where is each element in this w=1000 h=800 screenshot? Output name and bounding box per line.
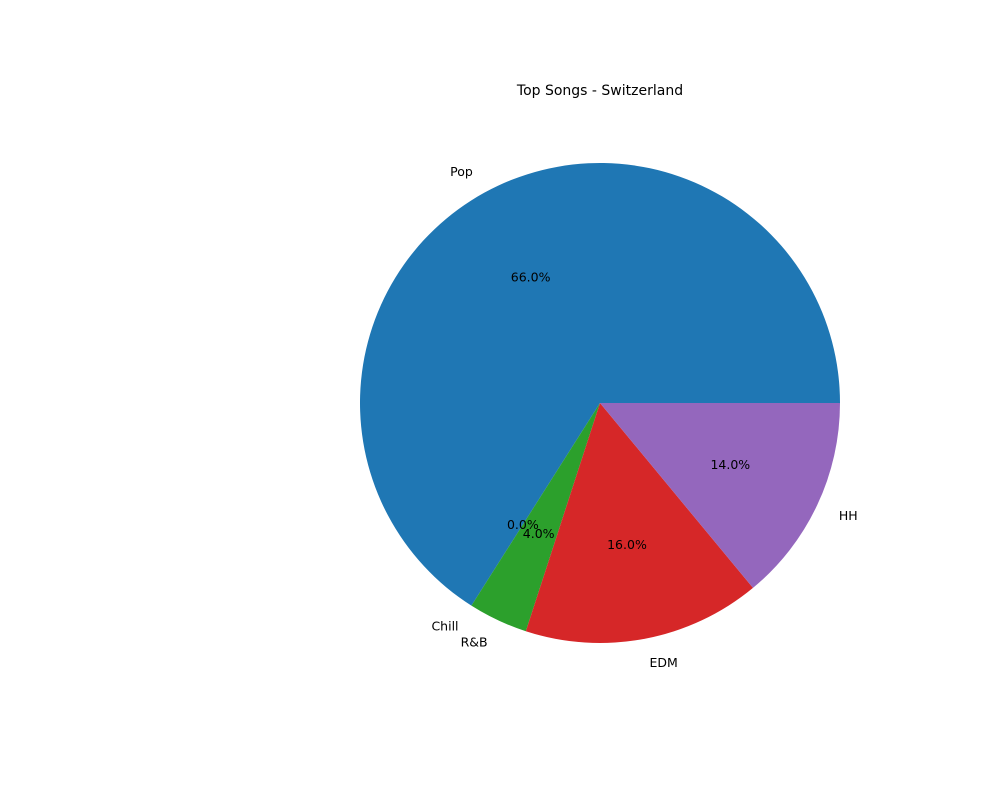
percent-label-r-b: 4.0% [523, 526, 555, 541]
percent-label-edm: 16.0% [607, 537, 647, 552]
chart-title: Top Songs - Switzerland [516, 83, 683, 99]
category-label-chill: Chill [431, 618, 458, 633]
slice-pop [360, 163, 840, 606]
slice-edm [525, 403, 753, 643]
percent-label-chill: 0.0% [507, 517, 539, 532]
slice-r-b [471, 403, 600, 632]
category-label-hh: HH [839, 508, 858, 523]
pie-slices [360, 163, 840, 643]
percent-label-pop: 66.0% [511, 269, 551, 284]
percent-labels: 66.0% 0.0%4.0% 16.0% 14.0% [507, 269, 750, 552]
category-label-pop: Pop [450, 164, 473, 179]
category-label-edm: EDM [649, 655, 677, 670]
slice-hh [600, 403, 840, 588]
percent-label-hh: 14.0% [710, 457, 750, 472]
category-label-r-b: R&B [461, 634, 488, 649]
